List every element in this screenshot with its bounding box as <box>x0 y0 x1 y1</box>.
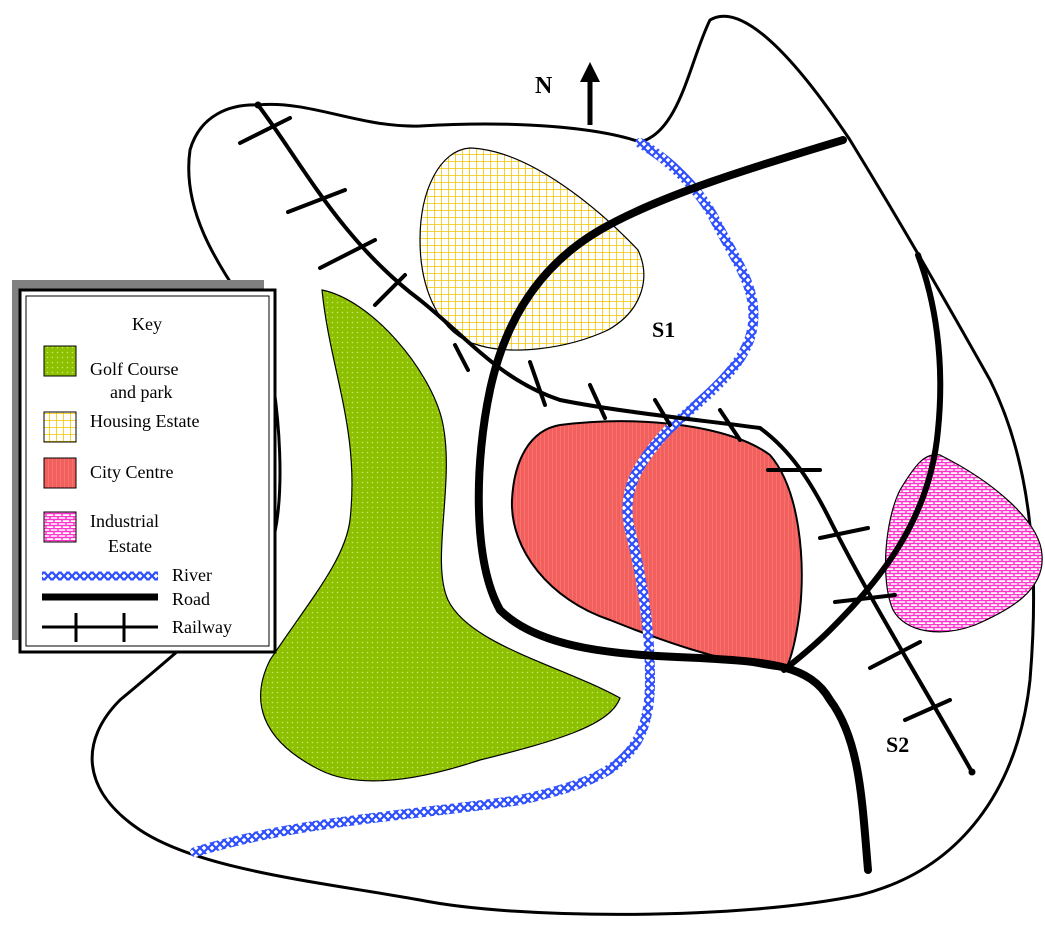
site-label-s1: S1 <box>652 317 675 342</box>
industrial-swatch <box>43 511 77 543</box>
railway-line <box>42 613 158 642</box>
housing-estate-area <box>419 147 645 351</box>
road-network <box>474 136 944 874</box>
key-label-railway: Railway <box>172 617 232 637</box>
housing-swatch <box>43 411 77 443</box>
golf-course-and-park-area <box>260 289 621 782</box>
river <box>190 138 759 857</box>
ring-road <box>474 136 872 874</box>
railway <box>238 101 976 776</box>
eastern-road <box>781 252 944 673</box>
city-swatch <box>43 457 77 489</box>
site-label-s2: S2 <box>886 732 909 757</box>
key-label-river: River <box>172 565 212 585</box>
key-label-city: City Centre <box>90 462 174 482</box>
north-arrow: N <box>535 62 600 125</box>
key-label-industrial-line2: Estate <box>108 536 152 556</box>
golf-swatch <box>43 345 77 377</box>
key-label-industrial-line1: Industrial <box>90 511 159 531</box>
key-title: Key <box>132 314 162 334</box>
key-label-golf-line1: Golf Course <box>90 359 179 379</box>
key-label-golf-line2: and park <box>110 382 172 402</box>
key-label-road: Road <box>172 589 210 609</box>
key-label-housing: Housing Estate <box>90 411 200 431</box>
map-key: Key Golf Course and park Housing Estate … <box>12 280 277 654</box>
north-label: N <box>535 73 553 99</box>
